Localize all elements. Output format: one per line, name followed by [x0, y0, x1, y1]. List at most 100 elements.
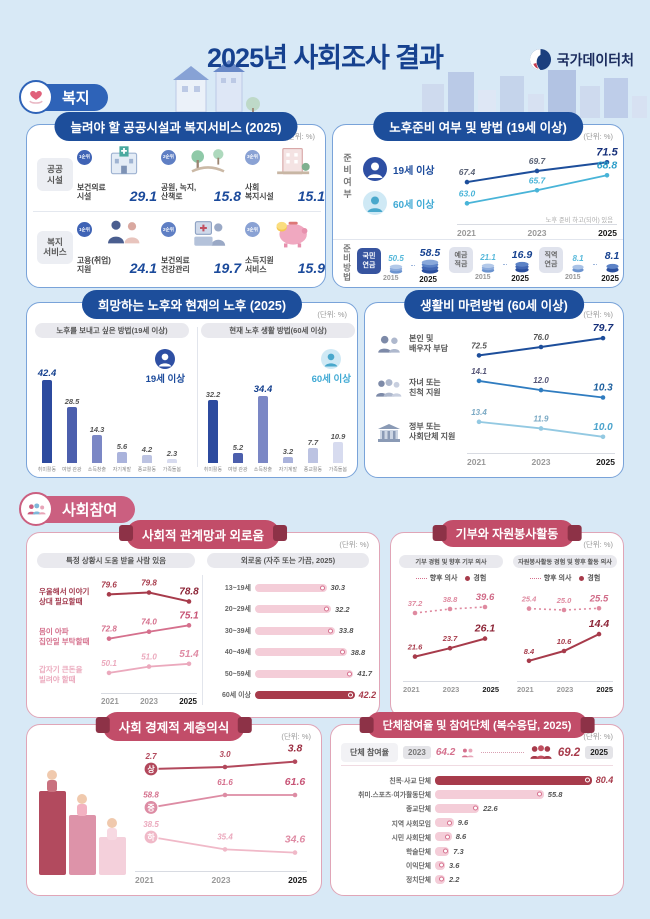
value-label: 78.8	[179, 586, 199, 597]
hbar-value: 7.3	[453, 846, 464, 856]
hbar-row: 50~59세 41.7	[209, 663, 375, 685]
hbar-row: 취미.스포츠·여가활동단체 55.8	[339, 787, 617, 801]
unit-label: (단위: %)	[285, 132, 315, 141]
panel-title: 늘려야 할 공공시설과 복지서비스 (2025)	[54, 112, 298, 141]
living-row-family: 자녀 또는 친척 지원	[375, 377, 467, 399]
rank-badge: 3순위	[245, 222, 260, 238]
value-label: 37.2	[408, 599, 423, 608]
family-icon	[375, 377, 403, 399]
hbar-value: 33.8	[338, 626, 354, 636]
data-point	[146, 590, 152, 595]
value-label: 21.6	[407, 643, 423, 652]
podium-illustration	[39, 770, 126, 875]
data-point	[464, 179, 470, 185]
panel-living: 생활비 마련방법 (60세 이상) (단위: %) 본인 및 배우자 부담 자녀…	[364, 290, 624, 478]
hbar-value: 55.8	[547, 789, 563, 799]
desired-oldage-half: 노후를 보내고 싶은 방법(19세 이상) 19세 이상 42.4 취미활동 28.…	[35, 323, 189, 473]
hbar-row: 정치단체 2.2	[339, 872, 617, 886]
hbar	[255, 648, 347, 657]
bar-value: 10.9	[330, 431, 346, 441]
bar-category: 여행 관광	[228, 467, 248, 473]
value-label: 58.8	[143, 790, 159, 799]
bar-end-dot-icon	[585, 777, 591, 783]
data-point	[447, 645, 453, 651]
hbar-label: 이익단체	[405, 863, 431, 871]
value-label: 79.8	[141, 579, 157, 588]
bar-value: 28.5	[64, 397, 80, 407]
loneliness-bar-chart: 13~19세 30.3 20~29세 32.2 30~39세 33.8 40~49세 38.8…	[209, 577, 376, 707]
facility-label: 소득지원 서비스	[245, 255, 274, 274]
data-point	[412, 654, 418, 659]
hbar-value: 9.6	[457, 818, 469, 828]
dotted-connector	[411, 265, 415, 266]
bar-category: 가족돌봄	[162, 467, 182, 473]
legend: 향후 의사 경험	[415, 573, 486, 583]
bar-end-dot-icon	[537, 791, 543, 797]
bar-category: 종교활동	[303, 467, 323, 473]
facility-label: 고용(취업) 지원	[77, 255, 111, 274]
hbar-label: 60세 이상	[221, 692, 251, 700]
bar-category: 취미활동	[203, 467, 223, 473]
hbar	[435, 789, 544, 799]
hbar-value: 22.6	[483, 803, 498, 813]
volunteer-mini-chart: 자원봉사활동 경험 및 향후 활동 의사 향후 의사 경험 25.4 25.0 25…	[513, 555, 617, 694]
bar-value: 42.4	[37, 368, 57, 380]
senior-avatar-icon	[363, 191, 387, 215]
hbar-label: 정치단체	[405, 877, 431, 885]
bar-category: 자기계발	[112, 467, 132, 473]
hbar-row: 20~29세 32.2	[209, 599, 375, 621]
bar	[308, 447, 318, 463]
bar	[333, 441, 343, 463]
method-years: 2015 2025	[475, 274, 529, 284]
dotted-line-icon	[415, 577, 427, 579]
rank-badge: 1순위	[77, 222, 92, 238]
prep-method-section: 준비방법 국민 연금 50.5 58.5 2015 2025 예금 적금 21.1…	[333, 239, 623, 287]
tier-badge-label: 하	[147, 832, 155, 842]
data-point	[482, 636, 488, 641]
value-label: 76.0	[533, 333, 549, 342]
bar-value: 5.6	[116, 442, 128, 452]
houses-illustration	[173, 60, 260, 115]
data-point	[222, 792, 228, 798]
bar	[258, 395, 268, 463]
who-label: 19세 이상	[145, 374, 185, 385]
bar-category: 소득창출	[253, 467, 273, 473]
bar	[142, 454, 152, 463]
desired-bar-chart: 42.4 취미활동 28.5 여행 관광 14.3 소득창출 5.6 자기계발 4.2 종교활동 2…	[35, 367, 187, 473]
bar	[167, 458, 177, 463]
class-line-chart: 2.7 3.0 3.8 상 58.8 61.6 61.6 중 38.5 35.4 34.6 하	[135, 743, 307, 865]
hbar-label: 50~59세	[224, 670, 251, 678]
dotted-connector	[503, 264, 507, 266]
bar-column: 32.2 취미활동	[201, 367, 225, 473]
coin-stack-icon	[515, 262, 529, 273]
facility-value: 24.1	[129, 260, 157, 277]
pension-group-occupational: 직역 연금 8.1 8.1 2015 2025	[539, 247, 625, 283]
data-point	[538, 344, 544, 350]
hbar	[255, 669, 354, 678]
bar-column: 34.4 소득창출	[251, 367, 275, 473]
panel-title: 생활비 마련방법 (60세 이상)	[404, 290, 584, 319]
value-2015: 21.1	[480, 253, 496, 263]
hbar	[435, 803, 480, 813]
rank-badge: 2순위	[161, 222, 176, 238]
data-point	[596, 605, 602, 611]
value-2015: 8.1	[572, 254, 584, 264]
value-label: 79.7	[593, 322, 615, 334]
value-label: 35.4	[217, 832, 233, 841]
value-label: 50.1	[101, 659, 117, 668]
bar-end-dot-icon	[472, 805, 478, 811]
hbar-row: 지역 사회모임 9.6	[339, 816, 617, 830]
value-label: 25.0	[556, 596, 572, 605]
bar-column: 4.2 종교활동	[135, 367, 159, 473]
hbar-row: 60세 이상 42.2	[209, 685, 376, 707]
bar	[117, 452, 127, 463]
data-point	[526, 606, 532, 611]
who-60plus: 60세 이상	[312, 349, 351, 385]
sub-header: 기부 경험 및 향후 기부 의사	[399, 555, 503, 568]
sub-header: 자원봉사활동 경험 및 향후 활동 의사	[513, 555, 617, 568]
senior-avatar-icon	[321, 349, 342, 369]
section-badge-welfare: 복지	[19, 80, 108, 114]
year-tick: 2025	[598, 228, 617, 238]
panel-title: 희망하는 노후와 현재의 노후 (2025)	[81, 290, 303, 319]
